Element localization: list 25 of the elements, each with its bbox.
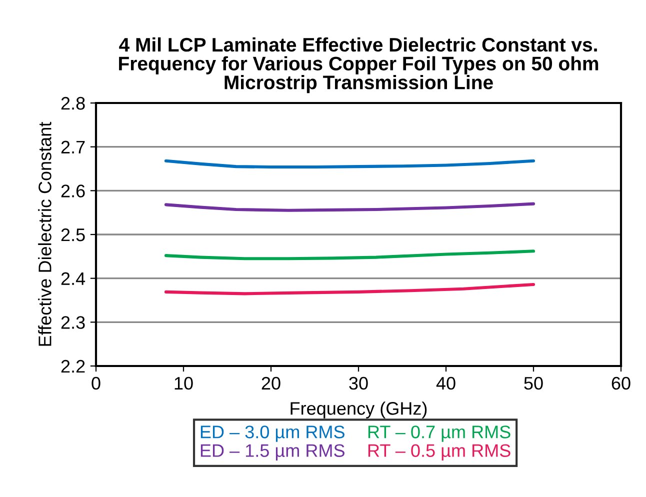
y-tick-label: 2.4 — [61, 272, 86, 285]
y-tick-label: 2.8 — [61, 96, 85, 110]
text: ED – 3.0 µm RMS — [200, 426, 344, 442]
y-tick-label: 2.3 — [61, 316, 85, 329]
y-tick-label: 2.2 — [61, 360, 85, 373]
x-tick-label: 10 — [174, 376, 193, 390]
x-tick-label: 60 — [612, 376, 630, 390]
x-axis-title: Frequency (GHz) — [290, 402, 427, 418]
line-series — [164, 282, 536, 296]
y-tick-label: 2.6 — [61, 184, 85, 198]
line-series — [164, 202, 536, 212]
text: RT – 0.5 µm RMS — [368, 444, 510, 461]
x-tick-label: 0 — [92, 376, 100, 390]
text: RT – 0.7 µm RMS — [368, 426, 510, 442]
y-tick-label: 2.5 — [61, 228, 85, 242]
chart-title: 4 Mil LCP Laminate Effective Dielectric Constant vs. Frequency for Various Copper Foil Types on 50 ohm Microstrip Transmission Line — [119, 37, 598, 94]
x-tick-label: 20 — [262, 376, 280, 390]
text: ED – 1.5 µm RMS — [200, 444, 344, 461]
x-tick-label: 50 — [524, 376, 543, 390]
line-series — [164, 250, 536, 260]
y-axis-title: Effective Dielectric Constant — [38, 122, 52, 346]
line-series — [164, 159, 536, 169]
y-tick-label: 2.7 — [61, 140, 85, 154]
x-tick-label: 40 — [436, 376, 456, 390]
x-tick-label: 30 — [349, 376, 368, 390]
